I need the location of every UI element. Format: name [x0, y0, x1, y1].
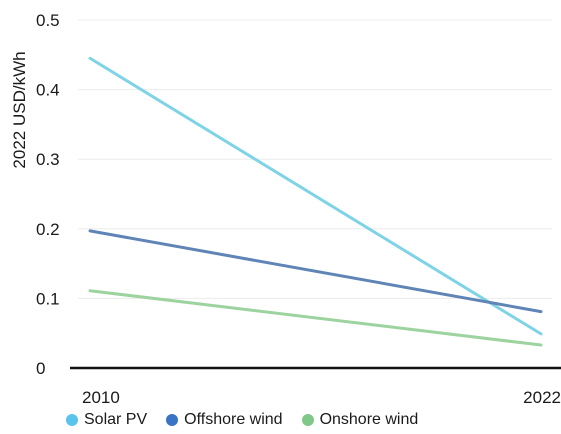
legend-item-offshore-wind: Offshore wind — [166, 411, 283, 429]
series-line-onshore-wind — [88, 289, 543, 347]
series-lines — [88, 56, 543, 347]
gridlines — [78, 19, 552, 299]
y-tick-label: 0.3 — [36, 150, 60, 169]
x-tick-label: 2022 — [523, 388, 561, 407]
y-tick-label: 0.2 — [36, 220, 60, 239]
y-tick-label: 0.4 — [36, 81, 60, 100]
series-line-offshore-wind — [88, 229, 543, 314]
legend-label: Offshore wind — [184, 411, 283, 428]
chart-legend: Solar PV Offshore wind Onshore wind — [66, 411, 437, 429]
legend-swatch — [301, 414, 314, 426]
legend-item-solar-pv: Solar PV — [66, 411, 147, 429]
legend-swatch — [66, 414, 78, 426]
y-tick-label: 0 — [36, 359, 45, 378]
y-axis-label: 2022 USD/kWh — [10, 51, 29, 168]
legend-label: Solar PV — [84, 411, 148, 428]
x-tick-label: 2010 — [82, 388, 120, 407]
y-tick-label: 0.1 — [36, 289, 60, 308]
axes: 0 0.1 0.2 0.3 0.4 0.5 2010 2022 — [36, 11, 561, 407]
y-tick-label: 0.5 — [36, 11, 60, 30]
series-line-solar-pv — [88, 56, 543, 336]
legend-label: Onshore wind — [319, 411, 419, 428]
legend-item-onshore-wind: Onshore wind — [301, 411, 419, 429]
legend-swatch — [166, 414, 179, 426]
